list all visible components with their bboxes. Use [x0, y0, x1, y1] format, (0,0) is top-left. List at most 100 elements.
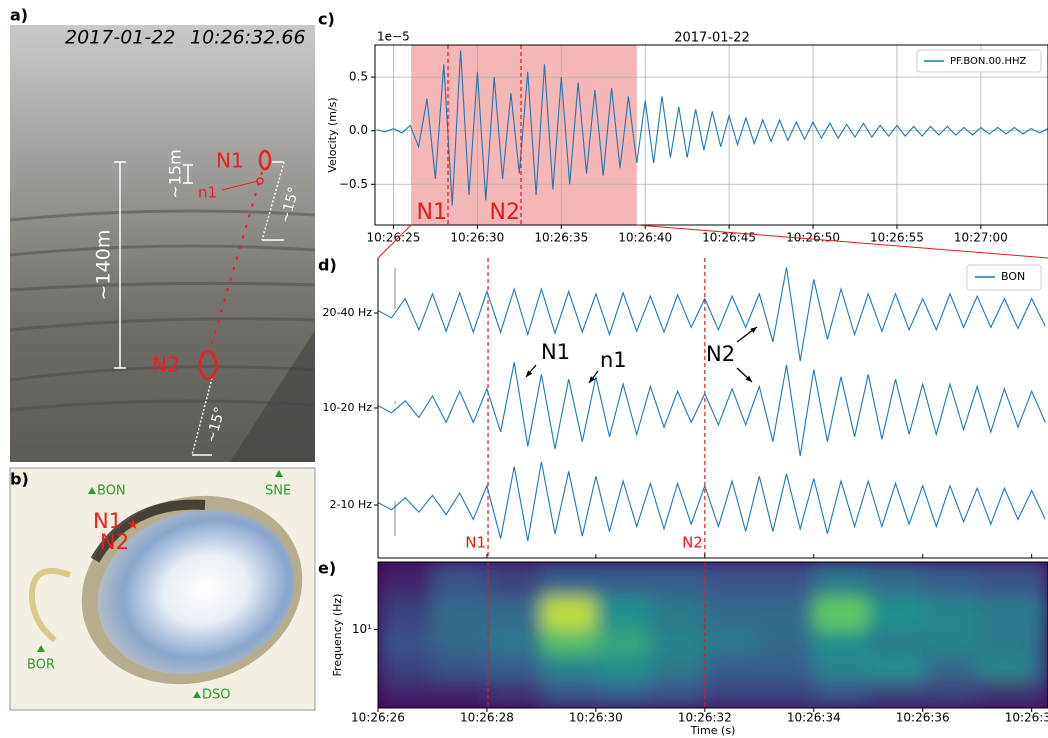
x-tick-label: 10:26:50: [786, 231, 840, 245]
arrow-head: [589, 376, 596, 383]
heatmap-cell: [977, 680, 1033, 708]
heatmap-cell: [432, 654, 488, 682]
heatmap-cell: [813, 654, 869, 682]
crater-floor: [97, 509, 295, 675]
connector: [377, 224, 412, 259]
vent-marks: [198, 149, 272, 381]
photo-panel: a) 2017-01-22 10:26:32.66 N1 n1 N2 ~15m …: [9, 6, 316, 462]
annotation: N2: [706, 342, 735, 366]
heatmap-cell: [868, 680, 924, 708]
vent-label: n1: [198, 184, 217, 202]
heatmap-cell: [595, 654, 651, 682]
heatmap-cell: [868, 654, 924, 682]
heatmap-cell: [378, 680, 433, 708]
annotation: n1: [600, 348, 627, 372]
heatmap-cell: [541, 680, 597, 708]
trace: [376, 50, 1048, 206]
trace: [377, 362, 1046, 457]
trace: [377, 461, 1046, 542]
annotation: N1: [541, 340, 570, 364]
station-label: SNE: [265, 484, 291, 499]
heatmap-cell: [432, 629, 488, 655]
shadow: [90, 499, 206, 563]
station-label: BON: [97, 484, 126, 499]
heatmap-cell: [868, 629, 924, 655]
heatmap-cell: [650, 654, 706, 682]
heatmap-cell: [759, 654, 815, 682]
panel-label: b): [10, 470, 29, 489]
trace: [377, 267, 1046, 362]
legend-label: PF.BON.00.HHZ: [950, 56, 1027, 67]
heatmap-cell: [541, 595, 597, 631]
x-tick-label: 10:26:35: [534, 231, 588, 245]
heatmap-cell: [595, 680, 651, 708]
y-tick-label: 0.0: [349, 123, 368, 137]
span: [411, 45, 637, 225]
marker-label: N1: [465, 534, 486, 552]
rim-arc: [28, 568, 72, 643]
heatmap-cell: [977, 629, 1033, 655]
heatmap-cell: [813, 629, 869, 655]
x-tick-label: 10:26:26: [351, 711, 405, 725]
y-axis-label: Frequency (Hz): [331, 594, 344, 677]
map-panel: b) BON SNE BOR DSO N1 N2 ★: [9, 467, 316, 711]
heatmap-cell: [650, 629, 706, 655]
x-tick-label: 10:26:30: [569, 711, 623, 725]
legend-label: BON: [1001, 270, 1025, 283]
heatmap-cell: [486, 680, 542, 708]
heatmap-cell: [595, 562, 651, 597]
heatmap-cell: [922, 629, 978, 655]
heatmap-cell: [1031, 562, 1048, 597]
x-tick-label: 10:26:36: [896, 711, 950, 725]
heatmap-cell: [486, 629, 542, 655]
heatmap-cell: [541, 629, 597, 655]
arrow-head: [526, 370, 533, 377]
y-tick-label: −0.5: [339, 177, 368, 191]
heatmap-cell: [704, 629, 760, 655]
heatmap-cell: [650, 595, 706, 631]
y-tick-label: 10-20 Hz: [322, 401, 372, 414]
vent-label: N1: [93, 509, 122, 533]
heatmap-cell: [486, 562, 542, 597]
heatmap-cell: [378, 654, 433, 682]
y-tick-label: 10¹: [352, 622, 372, 636]
y-tick-label: 20-40 Hz: [322, 306, 372, 319]
vent-label: N1: [216, 149, 244, 173]
heatmap-cell: [759, 562, 815, 597]
y-axis-label: Velocity (m/s): [326, 97, 339, 172]
offset-label: 1e−5: [377, 30, 410, 44]
connector: [636, 224, 1048, 259]
heatmap-cell: [432, 680, 488, 708]
x-tick-label: 10:26:38: [1005, 711, 1048, 725]
heatmap-cell: [1031, 680, 1048, 708]
frame: [374, 44, 1048, 226]
heatmap-cell: [813, 680, 869, 708]
x-tick-label: 10:26:25: [367, 231, 421, 245]
x-tick-label: 10:27:00: [954, 231, 1008, 245]
frame: [377, 561, 1048, 709]
panel-label: a): [10, 6, 28, 25]
heatmap-cell: [595, 595, 651, 631]
marker-label: N2: [490, 200, 520, 225]
x-tick-label: 10:26:40: [618, 231, 672, 245]
heatmap-cell: [378, 562, 433, 597]
x-tick-label: 10:26:28: [460, 711, 514, 725]
x-axis-label: Time (s): [690, 724, 736, 737]
scale-label: ~140m: [93, 230, 115, 301]
heatmap-cell: [868, 595, 924, 631]
panel-label: d): [318, 256, 337, 275]
y-tick-label: 0.5: [349, 70, 368, 84]
arrow-head: [750, 327, 757, 334]
heatmap-cell: [922, 562, 978, 597]
heatmap-cell: [704, 562, 760, 597]
heatmap-clip: [378, 562, 1048, 708]
arrow-head: [745, 375, 752, 382]
heatmap-cell: [977, 595, 1033, 631]
legend-box: [966, 264, 1042, 291]
heatmap-cell: [977, 562, 1033, 597]
slope: [230, 330, 315, 462]
marker-label: N2: [682, 534, 703, 552]
scale-bars: [114, 161, 285, 456]
heatmap-cell: [922, 595, 978, 631]
